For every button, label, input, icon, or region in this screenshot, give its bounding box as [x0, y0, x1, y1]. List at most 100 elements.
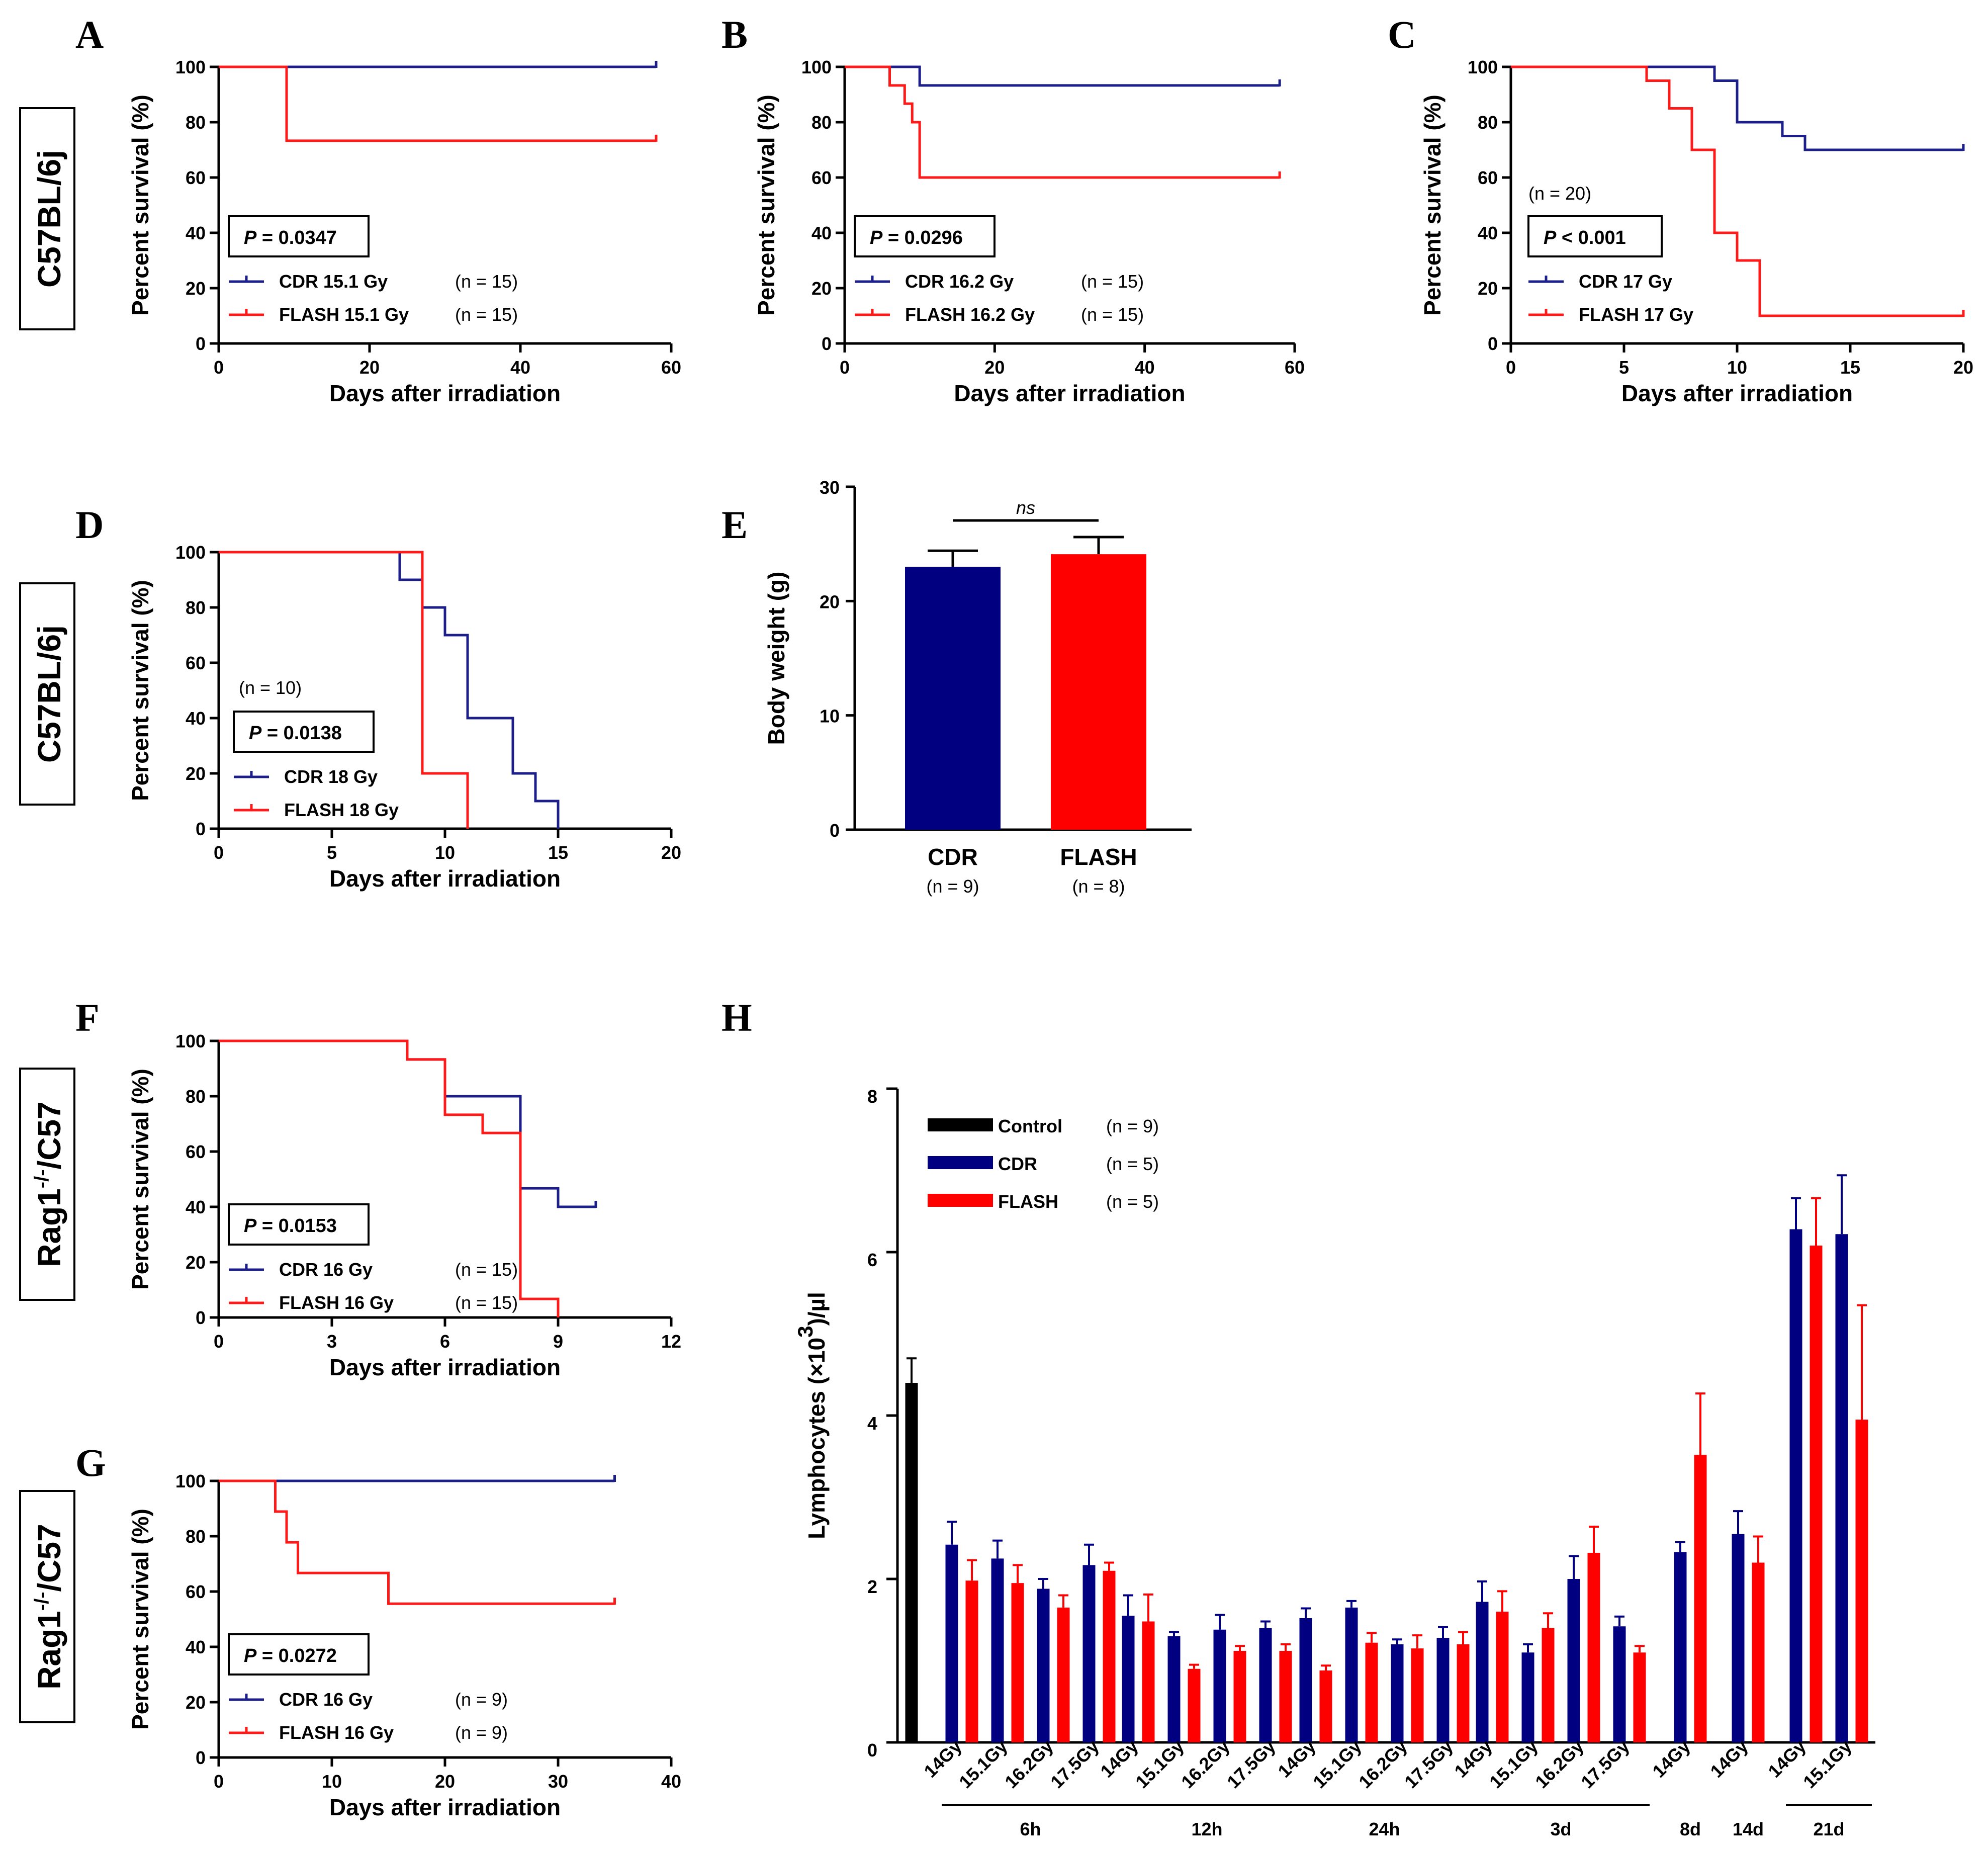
n-note: (n = 10)	[239, 677, 302, 698]
x-tick-label: 10	[322, 1771, 342, 1792]
pvalue-symbol: P	[870, 227, 883, 248]
x-axis-label: Days after irradiation	[329, 1354, 561, 1380]
pvalue-number: = 0.0153	[256, 1215, 337, 1237]
bar-cdr	[1835, 1234, 1848, 1742]
dose-label: 16.2Gy	[1001, 1736, 1057, 1792]
y-tick-label: 20	[1478, 278, 1498, 299]
dose-label: 15.1Gy	[955, 1736, 1011, 1792]
y-tick-label: 80	[1478, 112, 1498, 133]
y-tick-label: 40	[811, 223, 832, 243]
timepoint-label: 24h	[1369, 1819, 1400, 1839]
bar-cdr	[1732, 1534, 1745, 1742]
y-tick-label: 0	[1488, 333, 1498, 354]
bar-flash	[1319, 1670, 1332, 1742]
survival-curve-flash	[845, 65, 1280, 179]
y-axis-label-part: Lymphocytes (×10	[803, 1338, 830, 1539]
legend-label: FLASH 15.1 Gy	[279, 304, 409, 325]
bar-cdr	[1213, 1629, 1226, 1742]
bar-flash	[1011, 1583, 1024, 1742]
svg-text:Rag1-/-/C57: Rag1-/-/C57	[31, 1101, 67, 1267]
panel-E: E 0 10 20 30 Body weight (g) CDR (n = 9) FLASH (n…	[721, 477, 1192, 897]
y-tick-label: 40	[186, 1197, 206, 1217]
x-tick-label: 0	[214, 357, 224, 378]
strain-text-2: C57BL/6j	[31, 625, 67, 763]
bar-flash	[1057, 1607, 1070, 1742]
x-tick-label: 0	[1506, 357, 1516, 378]
panel-letter-G: G	[75, 1441, 106, 1484]
legend-label: FLASH 16.2 Gy	[905, 304, 1035, 325]
survival-curve-cdr	[219, 551, 560, 829]
dose-label: 17.5Gy	[1400, 1736, 1457, 1792]
bar-cdr	[1345, 1607, 1358, 1742]
strain-bg-4: /C57	[31, 1524, 67, 1592]
bar-flash	[1694, 1455, 1707, 1742]
x-tick-label: 40	[661, 1771, 681, 1792]
panel-letter-C: C	[1388, 13, 1416, 56]
x-tick-label: 0	[214, 1331, 224, 1352]
category-label: FLASH	[1060, 844, 1137, 870]
pvalue-box	[1527, 215, 1663, 257]
pvalue-number: = 0.0347	[256, 227, 337, 248]
dose-label: 15.1Gy	[1309, 1736, 1365, 1792]
dose-label: 17.5Gy	[1046, 1736, 1103, 1792]
y-tick-label: 20	[186, 1252, 206, 1273]
x-tick-label: 20	[435, 1771, 455, 1792]
bar-flash	[1411, 1648, 1424, 1742]
x-axis-label: Days after irradiation	[329, 865, 561, 892]
y-axis-label: Percent survival (%)	[127, 1069, 153, 1290]
panel-letter-D: D	[75, 503, 104, 547]
category-label: CDR	[928, 844, 978, 870]
survival-curve-flash	[219, 1039, 560, 1317]
y-axis-label: Percent survival (%)	[753, 95, 779, 316]
dose-label: 15.1Gy	[1131, 1736, 1188, 1792]
legend-n: (n = 9)	[1106, 1116, 1159, 1136]
legend-label: FLASH 18 Gy	[284, 800, 399, 820]
y-tick-label: 8	[867, 1086, 877, 1107]
y-tick-label: 100	[801, 57, 832, 77]
dose-label: 16.2Gy	[1531, 1736, 1587, 1792]
x-tick-label: 5	[327, 842, 337, 863]
pvalue-box	[228, 1633, 370, 1676]
bar-flash	[965, 1580, 978, 1742]
timepoint-label: 12h	[1191, 1819, 1222, 1839]
x-tick-label: 60	[1285, 357, 1305, 378]
timepoint-label: 3d	[1550, 1819, 1571, 1839]
bar-flash	[1633, 1652, 1646, 1742]
legend-n: (n = 9)	[455, 1689, 508, 1710]
panel-D: D 0 20 40 60 80 100 0 5 10 15 20 Days after irradiat…	[75, 503, 681, 892]
y-tick-label: 80	[186, 1086, 206, 1107]
dose-label: 17.5Gy	[1223, 1736, 1279, 1792]
bar-cdr	[1167, 1636, 1181, 1742]
x-tick-label: 20	[661, 842, 681, 863]
x-tick-label: 12	[661, 1331, 681, 1352]
x-axis-label: Days after irradiation	[329, 380, 561, 406]
pvalue-box	[228, 215, 370, 257]
y-tick-label: 80	[186, 1526, 206, 1547]
timepoint-label: 14d	[1733, 1819, 1764, 1839]
y-tick-label: 60	[186, 1141, 206, 1162]
y-axis-label: Body weight (g)	[763, 572, 789, 745]
y-tick-label: 40	[1478, 223, 1498, 243]
timepoint-label: 6h	[1020, 1819, 1041, 1839]
y-tick-label: 80	[186, 597, 206, 618]
y-tick-label: 6	[867, 1250, 877, 1270]
x-tick-label: 20	[984, 357, 1005, 378]
significance-label: ns	[1016, 497, 1035, 518]
pvalue-symbol: P	[1544, 227, 1557, 248]
x-tick-label: 20	[359, 357, 380, 378]
x-tick-label: 15	[548, 842, 568, 863]
legend-label: Control	[998, 1116, 1062, 1136]
y-tick-label: 100	[175, 542, 206, 563]
bar-cdr	[1613, 1626, 1626, 1742]
panel-letter-B: B	[721, 13, 748, 56]
bar-flash	[1542, 1628, 1555, 1742]
legend-label: CDR 18 Gy	[284, 766, 378, 787]
bar-flash	[1365, 1642, 1378, 1742]
strain-label-row4: Rag1-/-/C57	[19, 1490, 75, 1723]
dose-label: 17.5Gy	[1577, 1736, 1633, 1792]
x-tick-label: 40	[1135, 357, 1155, 378]
legend-n: (n = 15)	[455, 1292, 518, 1313]
y-tick-label: 0	[196, 819, 206, 839]
legend-label: CDR 15.1 Gy	[279, 271, 388, 292]
x-tick-label: 40	[510, 357, 530, 378]
